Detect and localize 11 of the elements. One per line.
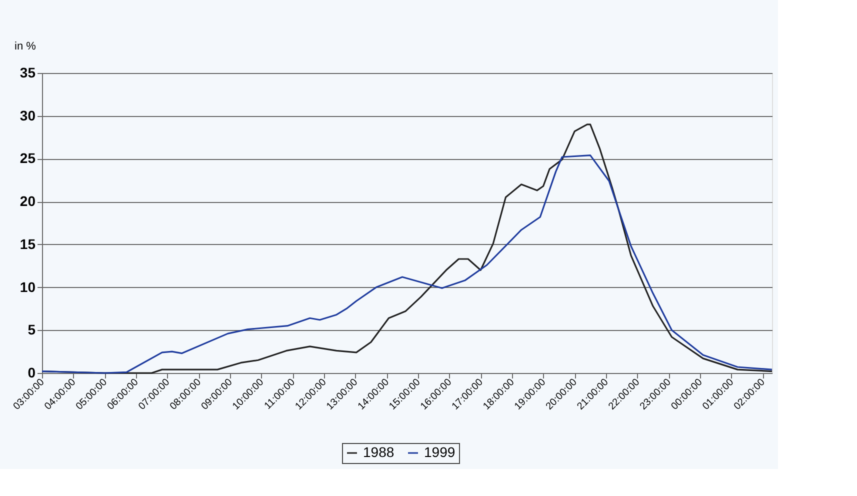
y-tick-label: 10 bbox=[20, 278, 36, 295]
y-tick-label: 15 bbox=[20, 236, 36, 252]
y-tick-label: 0 bbox=[28, 364, 36, 380]
legend-label: 1988 bbox=[363, 444, 394, 460]
legend-label: 1999 bbox=[424, 444, 456, 460]
y-tick-label: 25 bbox=[20, 150, 36, 166]
y-tick-label: 20 bbox=[20, 193, 36, 210]
y-tick-label: 5 bbox=[28, 322, 36, 338]
y-tick-label: 35 bbox=[20, 64, 36, 80]
y-axis-title: in % bbox=[14, 40, 36, 52]
y-tick-label: 30 bbox=[20, 107, 36, 124]
